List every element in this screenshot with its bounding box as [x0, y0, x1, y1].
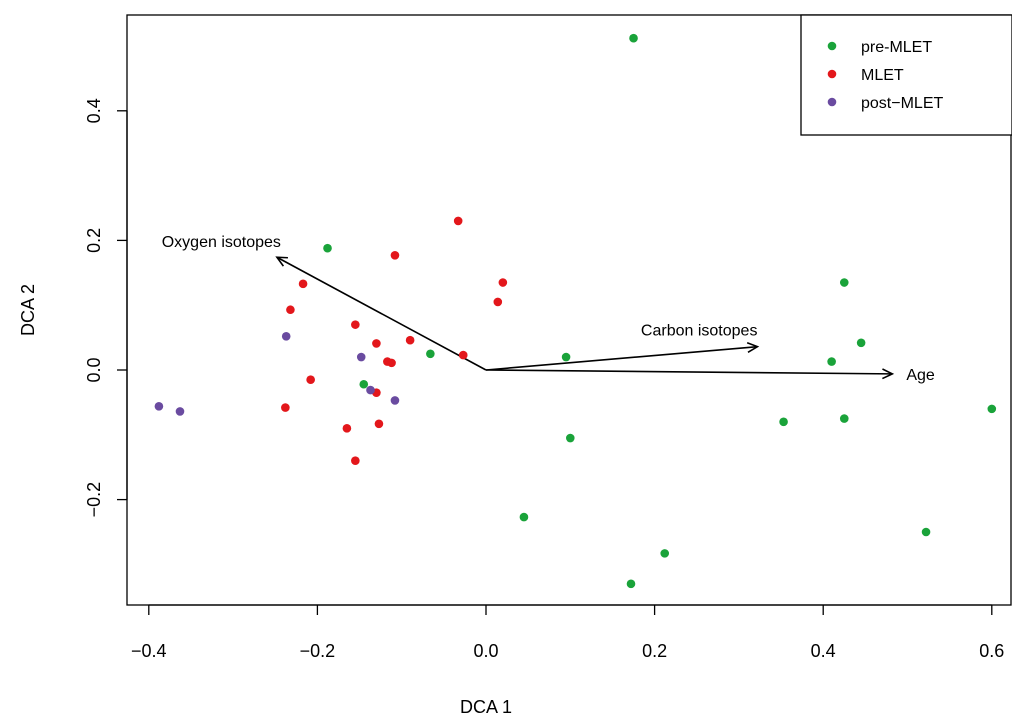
data-point: [372, 339, 381, 348]
data-point: [458, 350, 468, 360]
x-tick-label: 0.0: [473, 641, 498, 661]
data-point: [374, 419, 384, 429]
data-point: [306, 375, 315, 385]
legend-label: pre-MLET: [861, 39, 932, 56]
data-point: [281, 332, 291, 341]
data-point: [453, 216, 463, 226]
legend-marker: [827, 41, 837, 51]
vector-arrow: [276, 256, 487, 371]
data-point: [387, 358, 396, 368]
data-point: [921, 527, 931, 537]
data-point: [493, 297, 503, 307]
environmental-vectors: Oxygen isotopes Carbon isotopes Age: [162, 234, 935, 384]
data-point: [856, 338, 866, 348]
vector-label: Carbon isotopes: [641, 323, 758, 340]
vector-arrow: [485, 369, 893, 375]
data-point: [660, 549, 670, 558]
data-point: [987, 404, 997, 414]
data-point: [342, 424, 352, 433]
x-axis: −0.4 −0.2 0.0 0.2 0.4 0.6: [131, 604, 1004, 661]
legend-label: MLET: [861, 67, 904, 84]
vector-arrow: [485, 345, 758, 371]
y-axis: −0.2 0.0 0.2 0.4: [84, 98, 128, 518]
y-axis-label: DCA 2: [18, 284, 38, 336]
x-tick-label: 0.6: [979, 641, 1004, 661]
legend-marker: [827, 69, 837, 79]
data-point: [366, 385, 375, 395]
legend-marker: [827, 97, 837, 107]
x-tick-label: −0.4: [131, 641, 167, 661]
x-tick-label: 0.2: [642, 641, 667, 661]
x-tick-label: −0.2: [300, 641, 336, 661]
x-axis-label: DCA 1: [460, 697, 512, 717]
data-point: [281, 403, 290, 412]
data-point: [351, 320, 360, 329]
vector-arrowhead: [746, 342, 760, 353]
data-point: [390, 396, 400, 405]
y-tick-label: −0.2: [84, 482, 104, 518]
data-point: [359, 379, 369, 389]
data-point: [839, 278, 849, 287]
vector-label: Oxygen isotopes: [162, 234, 281, 251]
data-point: [566, 433, 575, 443]
y-tick-label: 0.4: [84, 98, 104, 123]
y-tick-label: 0.2: [84, 228, 104, 253]
vector-arrowhead: [275, 256, 288, 267]
legend: pre-MLET MLET post−MLET: [800, 14, 1012, 136]
data-point: [626, 579, 636, 589]
data-point: [561, 352, 571, 362]
data-point: [405, 335, 415, 345]
data-point: [175, 407, 185, 416]
legend-label: post−MLET: [861, 95, 943, 112]
data-point: [356, 352, 366, 362]
data-point: [154, 401, 164, 411]
data-point: [351, 456, 360, 466]
vector-arrowhead: [882, 368, 895, 380]
data-points: [154, 33, 997, 589]
data-point: [323, 243, 332, 253]
data-point: [629, 33, 638, 43]
y-tick-label: 0.0: [84, 357, 104, 382]
data-point: [827, 357, 836, 366]
data-point: [779, 417, 788, 427]
vector-label: Age: [906, 367, 935, 384]
data-point: [286, 305, 295, 315]
data-point: [298, 279, 308, 289]
data-point: [498, 278, 508, 287]
data-point: [390, 251, 400, 260]
data-point: [426, 349, 435, 359]
data-point: [839, 414, 849, 423]
x-tick-label: 0.4: [811, 641, 836, 661]
data-point: [519, 512, 529, 522]
